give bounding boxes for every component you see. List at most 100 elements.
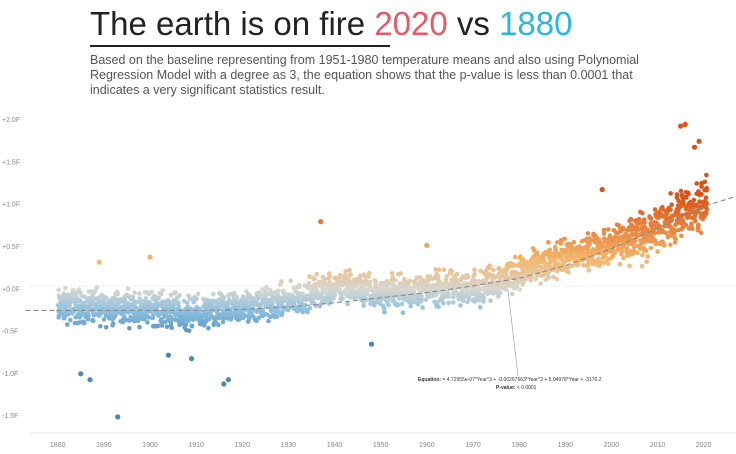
temperature-point [644, 259, 649, 265]
temperature-point [465, 275, 471, 280]
temperature-point [128, 314, 133, 320]
temperature-point [194, 313, 199, 319]
temperature-point [631, 244, 637, 250]
equation-annotation: Equation: = 4.72955e-07*Year^3 + -0.0026… [418, 377, 602, 383]
temperature-point [569, 242, 574, 247]
temperature-point [164, 307, 170, 313]
temperature-point [254, 295, 259, 301]
y-tick-label: +2.0F [2, 117, 20, 124]
temperature-point [451, 294, 456, 300]
temperature-point [201, 296, 206, 302]
temperature-point [273, 308, 278, 313]
temperature-point [528, 270, 533, 275]
temperature-point [364, 288, 370, 294]
temperature-point [307, 306, 312, 311]
temperature-point [317, 303, 323, 309]
temperature-point [177, 293, 182, 298]
temperature-point [218, 313, 224, 319]
temperature-point [512, 286, 517, 291]
temperature-point [64, 300, 70, 305]
temperature-point [333, 275, 339, 281]
trend-line [25, 195, 736, 311]
temperature-point [143, 296, 149, 301]
temperature-point [111, 297, 116, 303]
temperature-point [143, 300, 149, 305]
temperature-point [172, 298, 177, 303]
temperature-point [88, 297, 94, 303]
temperature-point [520, 257, 526, 262]
temperature-point [188, 356, 195, 362]
temperature-point [322, 277, 327, 282]
temperature-point [704, 187, 709, 193]
temperature-point [397, 281, 403, 286]
temperature-point [510, 291, 515, 297]
x-tick-label: 2020 [696, 442, 712, 449]
temperature-point [443, 287, 449, 292]
temperature-point [504, 281, 509, 287]
temperature-point [318, 284, 324, 289]
temperature-point [117, 307, 122, 313]
temperature-point [70, 308, 76, 313]
temperature-point [577, 257, 582, 263]
temperature-point [669, 216, 674, 221]
temperature-point [306, 280, 312, 286]
x-tick-label: 1980 [511, 442, 527, 449]
temperature-point [606, 256, 611, 262]
temperature-point [664, 215, 669, 221]
temperature-point [592, 250, 597, 255]
temperature-point [194, 296, 199, 302]
temperature-point [363, 297, 369, 302]
temperature-point [233, 302, 238, 307]
temperature-point [318, 219, 324, 225]
temperature-point [688, 199, 693, 205]
temperature-point [313, 285, 319, 291]
temperature-point [268, 305, 274, 310]
temperature-point [640, 252, 645, 258]
temperature-point [126, 310, 131, 315]
temperature-point [258, 309, 264, 315]
temperature-point [206, 325, 211, 331]
temperature-point [668, 191, 673, 196]
temperature-point [521, 280, 526, 286]
temperature-point [221, 295, 227, 300]
temperature-point [559, 247, 564, 253]
temperature-point [385, 285, 390, 290]
temperature-point [420, 285, 426, 290]
temperature-point [414, 275, 419, 281]
temperature-point [669, 202, 674, 207]
temperature-point [513, 281, 518, 287]
temperature-point [143, 314, 149, 319]
temperature-point [157, 290, 163, 296]
temperature-point [503, 271, 509, 276]
temperature-point [460, 295, 466, 300]
y-tick-label: +0.5F [2, 244, 20, 251]
temperature-point [307, 274, 312, 279]
temperature-point [173, 317, 178, 323]
temperature-point [458, 303, 463, 308]
temperature-point [558, 241, 564, 246]
temperature-point [415, 298, 420, 303]
temperature-point [217, 297, 222, 302]
temperature-point [263, 290, 268, 296]
temperature-point [680, 212, 685, 218]
temperature-point [528, 278, 534, 283]
temperature-point [297, 301, 302, 306]
temperature-point [240, 296, 246, 301]
temperature-point [504, 267, 510, 272]
temperature-point [554, 269, 560, 274]
temperature-point [368, 341, 375, 347]
temperature-point [453, 286, 458, 292]
temperature-point [512, 269, 518, 275]
temperature-point [434, 291, 439, 297]
temperature-point [470, 291, 476, 297]
temperature-point [643, 228, 648, 234]
temperature-point [661, 242, 667, 247]
temperature-point [358, 273, 363, 279]
temperature-point [417, 275, 423, 281]
temperature-point [633, 249, 638, 255]
temperature-point [446, 300, 451, 306]
temperature-point [604, 240, 610, 245]
temperature-point [430, 282, 435, 288]
pvalue-annotation: P-value: < 0.0001 [496, 385, 537, 391]
temperature-point [163, 301, 169, 307]
